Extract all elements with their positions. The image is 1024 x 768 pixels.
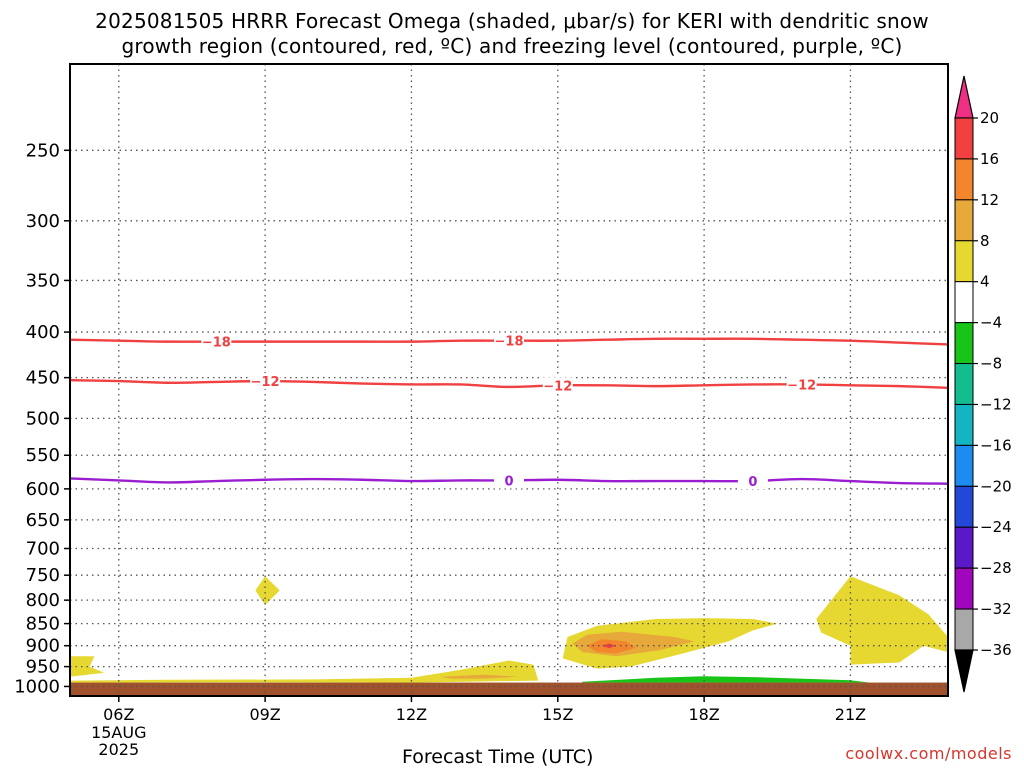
y-tick-label-500: 500: [26, 408, 60, 429]
isotherm-label-bg: [494, 472, 524, 489]
isotherm-label-bg: [737, 473, 768, 490]
colorbar-segment-4: [954, 281, 974, 324]
isotherm-label--18-1: −18: [495, 335, 524, 350]
y-tick-label-400: 400: [26, 322, 60, 343]
colorbar-segment-0: [954, 117, 974, 160]
y-tick-label-300: 300: [26, 211, 60, 232]
colorbar-label-8: −16: [980, 436, 1012, 454]
ground-layer: [70, 682, 948, 696]
x-axis-label: Forecast Time (UTC): [402, 746, 594, 768]
colorbar-top-arrow: [954, 75, 974, 119]
colorbar-label-6: −8: [980, 355, 1002, 373]
isotherm-label-0-0: 0: [504, 474, 513, 489]
colorbar-label-11: −28: [980, 559, 1012, 577]
y-tick-label-600: 600: [26, 479, 60, 500]
x-tick-label-21Z: 21Z: [835, 705, 866, 724]
omega-region-9: [582, 676, 870, 683]
y-tick-label-750: 750: [26, 565, 60, 586]
y-tick-label-350: 350: [26, 270, 60, 291]
colorbar-segment-7: [954, 403, 974, 446]
omega-region-1: [70, 660, 539, 683]
y-tick-label-250: 250: [26, 140, 60, 161]
y-tick-label-800: 800: [26, 590, 60, 611]
colorbar: 20 16 12 8 4 −4 −8 −12 −16 −20 −24 −28 −32 −36: [954, 75, 1012, 693]
chart-title-line-2: growth region (contoured, red, ºC) and f…: [121, 34, 903, 58]
colorbar-segment-1: [954, 158, 974, 201]
isotherm-label-bg: [786, 376, 817, 393]
y-tick-label-700: 700: [26, 539, 60, 560]
isotherm-label-bg: [494, 332, 524, 349]
y-tick-label-650: 650: [26, 510, 60, 531]
colorbar-bottom-arrow: [954, 649, 974, 693]
colorbar-segment-9: [954, 485, 974, 528]
y-tick-label-900: 900: [26, 636, 60, 657]
axes: 2503003504004505005506006507007508008509…: [14, 63, 949, 759]
y-tick-label-450: 450: [26, 368, 60, 389]
colorbar-label-3: 8: [980, 232, 990, 250]
omega-shading: [70, 576, 948, 683]
y-tick-label-550: 550: [26, 445, 60, 466]
x-tick-label-15Z: 15Z: [542, 705, 573, 724]
colorbar-label-2: 12: [980, 191, 999, 209]
omega-region-4: [816, 576, 948, 665]
x-tick-label-12Z: 12Z: [396, 705, 427, 724]
isotherm-label--12-2: −12: [787, 378, 816, 393]
colorbar-label-13: −36: [980, 641, 1012, 659]
y-tick-label-950: 950: [26, 657, 60, 678]
isotherm-label--12-1: −12: [543, 379, 572, 394]
isotherm-label-bg: [250, 373, 281, 390]
colorbar-label-0: 20: [980, 109, 999, 127]
omega-region-2: [255, 576, 280, 605]
isotherm-label-0-1: 0: [748, 475, 757, 490]
omega-region-6: [440, 674, 519, 679]
chart-title-line-1: 2025081505 HRRR Forecast Omega (shaded, …: [95, 9, 929, 33]
colorbar-segment-5: [954, 322, 974, 365]
isotherm-label--18-0: −18: [202, 336, 231, 351]
colorbar-label-9: −20: [980, 477, 1012, 495]
colorbar-segment-12: [954, 608, 974, 651]
x-tick-label-18Z: 18Z: [688, 705, 719, 724]
isotherm-label--12-0: −12: [251, 375, 280, 390]
colorbar-label-4: 4: [980, 273, 990, 291]
colorbar-segment-2: [954, 199, 974, 242]
colorbar-label-7: −12: [980, 395, 1012, 413]
ground-rect: [70, 682, 948, 696]
credit-link[interactable]: coolwx.com/models: [845, 744, 1012, 763]
x-tick-label-09Z: 09Z: [249, 705, 280, 724]
colorbar-label-5: −4: [980, 314, 1002, 332]
colorbar-segment-6: [954, 363, 974, 405]
isotherm-label-bg: [542, 377, 573, 394]
colorbar-segment-11: [954, 567, 974, 610]
colorbar-segment-10: [954, 526, 974, 569]
x-tick-sublabel-1: 2025: [98, 740, 139, 759]
x-tick-label-06Z: 06Z: [103, 705, 134, 724]
y-tick-label-1000: 1000: [14, 676, 60, 697]
colorbar-label-1: 16: [980, 150, 999, 168]
plot-frame: [69, 63, 949, 697]
isotherm-label-bg: [201, 333, 232, 350]
colorbar-segment-8: [954, 444, 974, 487]
colorbar-label-12: −32: [980, 600, 1012, 618]
isotherm-contours: −18 −18 −12 −12 −12 0 0: [69, 332, 949, 490]
colorbar-segment-3: [954, 240, 974, 283]
colorbar-label-10: −24: [980, 518, 1012, 536]
x-tick-sublabel-0: 15AUG: [91, 723, 146, 742]
y-tick-label-850: 850: [26, 614, 60, 635]
